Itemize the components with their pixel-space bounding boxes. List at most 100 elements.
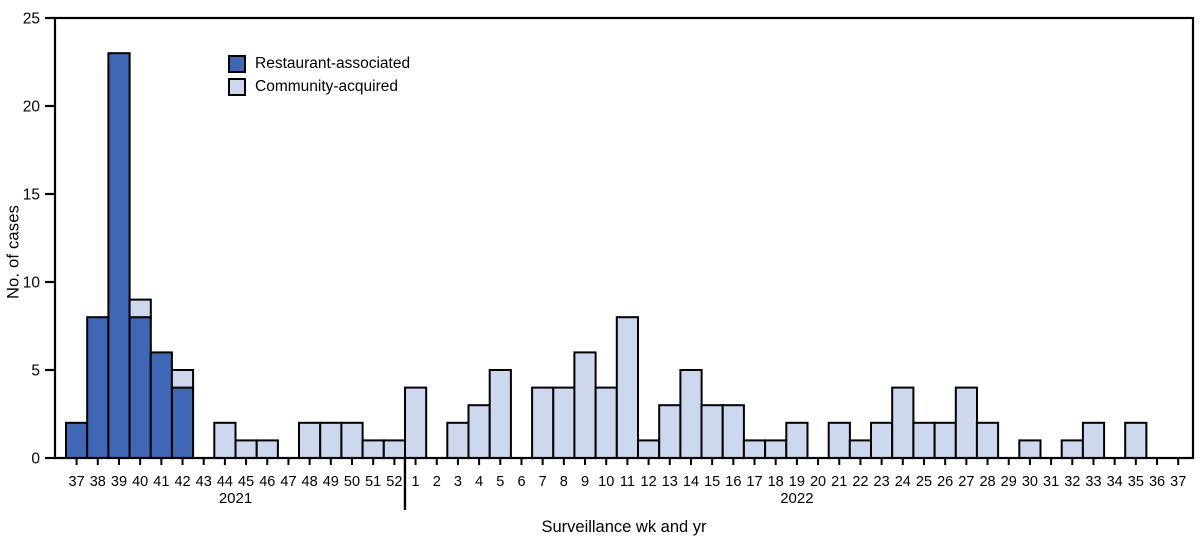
x-tick-label-wk14: 14 [683, 474, 699, 490]
y-tick-label: 20 [23, 99, 41, 116]
bar-wk16-community [721, 404, 745, 460]
bar-wk8-community [552, 386, 576, 460]
bar-wk44-community [213, 421, 237, 459]
bar-wk19-community [785, 421, 809, 459]
x-tick-label-wk7: 7 [539, 474, 547, 490]
bar-wk42-community [170, 369, 195, 389]
x-tick-label-wk29: 29 [1001, 474, 1017, 490]
bar-wk38-restaurant [86, 316, 110, 460]
bar-wk23-community [870, 421, 894, 459]
legend-label-restaurant: Restaurant-associated [255, 54, 411, 72]
bar-wk21-community [827, 421, 851, 459]
x-tick-label-wk49: 49 [323, 474, 339, 490]
x-tick-label-wk30: 30 [1022, 474, 1038, 490]
x-tick-label-wk3: 3 [454, 474, 462, 490]
x-tick-label-wk15: 15 [704, 474, 720, 490]
bar-wk40-restaurant [128, 316, 152, 460]
x-tick-label-wk50: 50 [344, 474, 360, 490]
x-tick-label-wk12: 12 [641, 474, 657, 490]
bar-wk25-community [912, 421, 936, 459]
bar-wk17-community [742, 439, 767, 459]
x-tick-label-wk28: 28 [979, 474, 995, 490]
x-tick-label-wk47: 47 [280, 474, 296, 490]
x-tick-label-wk37: 37 [1170, 474, 1186, 490]
x-tick-label-wk18: 18 [768, 474, 784, 490]
bar-wk27-community [954, 386, 978, 460]
x-tick-label-wk9: 9 [581, 474, 589, 490]
y-tick-label: 25 [23, 11, 40, 28]
x-tick-label-wk37: 37 [69, 474, 85, 490]
bar-wk51-community [361, 439, 385, 459]
bar-wk9-community [573, 351, 597, 459]
bar-wk46-community [255, 439, 279, 459]
y-tick-label: 0 [31, 451, 40, 468]
x-tick-label-wk2: 2 [433, 474, 441, 490]
x-tick-label-wk39: 39 [111, 474, 127, 490]
x-tick-label-wk4: 4 [475, 474, 483, 490]
bar-wk3-community [446, 421, 470, 459]
x-tick-label-wk27: 27 [958, 474, 974, 490]
x-tick-label-wk52: 52 [386, 474, 402, 490]
bar-wk45-community [234, 439, 258, 459]
year-label-2021: 2021 [218, 490, 253, 507]
bar-wk50-community [340, 421, 364, 459]
x-tick-label-wk36: 36 [1149, 474, 1165, 490]
x-tick-label-wk20: 20 [810, 474, 826, 490]
x-tick-label-wk41: 41 [153, 474, 169, 490]
bar-wk26-community [933, 421, 957, 459]
legend-item-restaurant-associated: Restaurant-associated [228, 52, 410, 75]
legend-swatch-community-icon [228, 77, 246, 96]
bar-wk13-community [658, 404, 682, 460]
bar-wk48-community [298, 421, 322, 459]
legend: Restaurant-associated Community-acquired [228, 52, 410, 98]
y-tick-label: 15 [23, 187, 40, 204]
bar-wk22-community [848, 439, 872, 459]
bar-wk11-community [615, 316, 639, 460]
bar-wk39-restaurant [107, 52, 131, 459]
legend-swatch-restaurant-icon [228, 54, 246, 73]
x-tick-label-wk25: 25 [916, 474, 932, 490]
x-tick-label-wk33: 33 [1085, 474, 1101, 490]
plot-border [53, 16, 1195, 460]
x-tick-label-wk46: 46 [259, 474, 275, 490]
bar-wk15-community [700, 404, 724, 460]
bar-wk37-restaurant [65, 421, 89, 459]
x-tick-label-wk6: 6 [517, 474, 525, 490]
x-tick-label-wk16: 16 [725, 474, 741, 490]
bar-wk52-community [382, 439, 406, 459]
x-tick-label-wk35: 35 [1128, 474, 1144, 490]
y-tick-label: 10 [23, 275, 41, 292]
bar-wk28-community [975, 421, 1000, 459]
x-tick-label-wk1: 1 [412, 474, 420, 490]
x-tick-label-wk32: 32 [1064, 474, 1080, 490]
x-tick-label-wk11: 11 [620, 474, 635, 490]
legend-label-community: Community-acquired [255, 77, 398, 95]
x-tick-label-wk48: 48 [302, 474, 318, 490]
x-tick-label-wk31: 31 [1043, 474, 1059, 490]
bar-wk12-community [637, 439, 661, 459]
x-tick-label-wk10: 10 [598, 474, 614, 490]
bar-wk49-community [319, 421, 343, 459]
x-tick-label-wk22: 22 [852, 474, 868, 490]
y-axis-title: No. of cases [4, 204, 23, 300]
bar-wk18-community [764, 439, 788, 459]
x-tick-label-wk5: 5 [496, 474, 504, 490]
bar-wk33-community [1081, 421, 1106, 459]
bar-wk4-community [467, 404, 491, 460]
y-tick-label: 5 [31, 363, 40, 380]
bar-wk1-community [404, 386, 428, 460]
bar-wk7-community [531, 386, 555, 460]
x-tick-label-wk38: 38 [90, 474, 106, 490]
bar-wk5-community [488, 369, 512, 459]
bar-wk10-community [594, 386, 618, 460]
x-tick-label-wk44: 44 [217, 474, 233, 490]
x-tick-label-wk51: 51 [365, 474, 381, 490]
bar-wk41-restaurant [149, 351, 173, 459]
x-tick-label-wk21: 21 [831, 474, 847, 490]
x-tick-label-wk17: 17 [746, 474, 762, 490]
bar-wk40-community [128, 298, 152, 319]
x-tick-label-wk8: 8 [560, 474, 568, 490]
x-tick-label-wk43: 43 [196, 474, 212, 490]
x-tick-label-wk45: 45 [238, 474, 254, 490]
